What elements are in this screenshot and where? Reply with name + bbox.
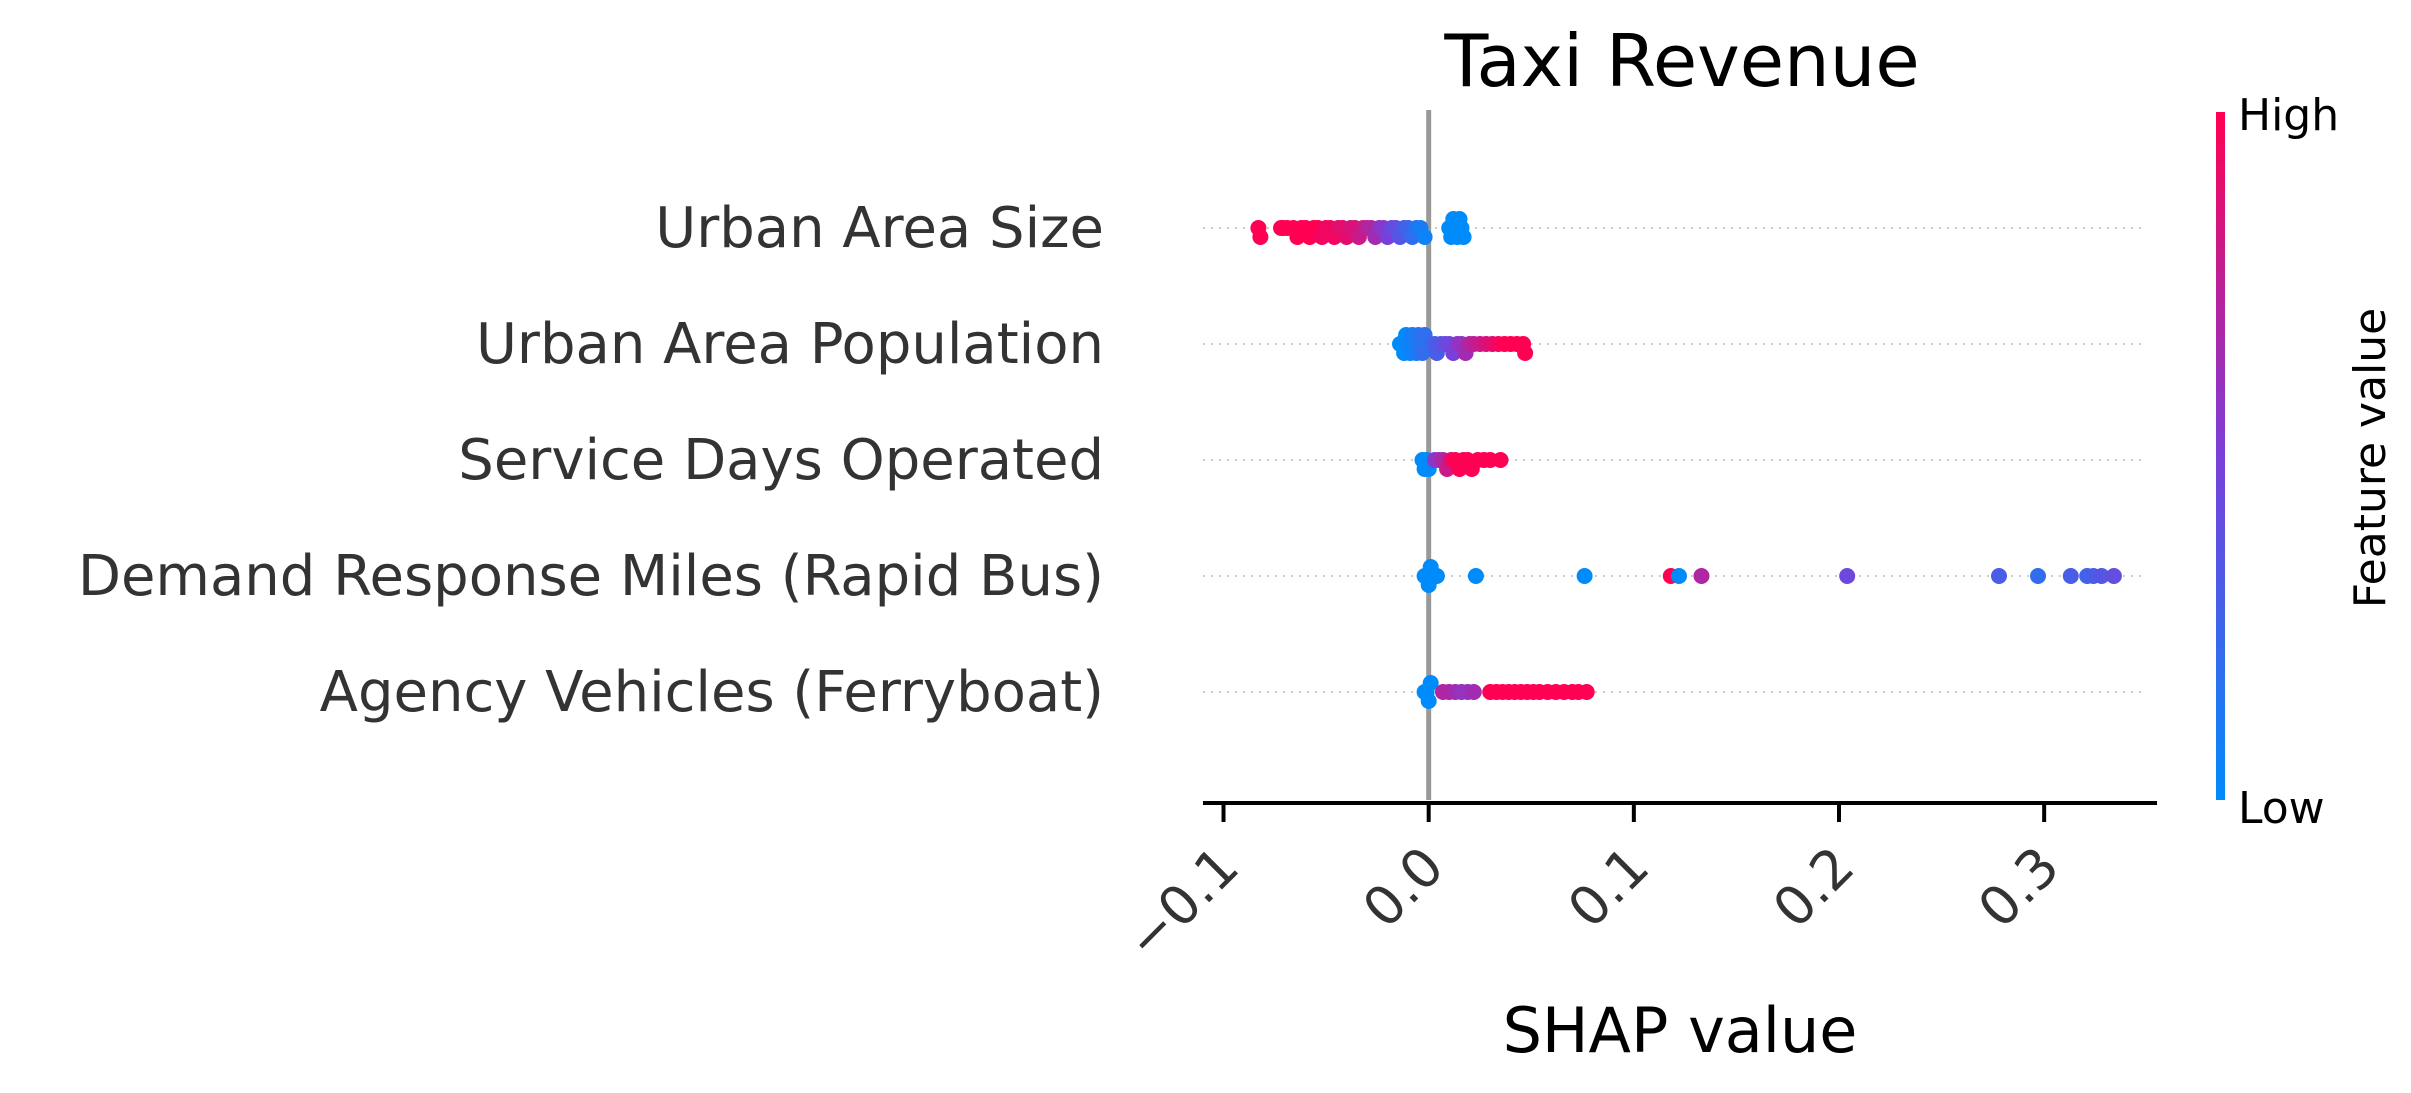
chart-title: Taxi Revenue <box>1443 19 1919 103</box>
shap-point <box>2062 568 2079 584</box>
feature-label: Service Days Operated <box>458 428 1104 493</box>
colorbar-low-label: Low <box>2238 783 2325 834</box>
shap-point <box>1517 345 1534 361</box>
feature-label: Urban Area Population <box>476 312 1104 377</box>
shap-point <box>1416 229 1433 245</box>
shap-point <box>1492 452 1509 468</box>
feature-gridlines <box>1203 227 2147 693</box>
x-tick-label: 0.3 <box>1966 835 2071 940</box>
shap-point <box>1252 229 1269 245</box>
x-axis-label: SHAP value <box>1503 994 1858 1067</box>
shap-point <box>1671 568 1687 584</box>
shap-point <box>2105 568 2122 584</box>
feature-label: Agency Vehicles (Ferryboat) <box>320 660 1104 725</box>
shap-point <box>2093 568 2110 584</box>
shap-point <box>1465 684 1482 700</box>
shap-point <box>1839 568 1856 584</box>
shap-points <box>1250 211 2122 709</box>
shap-point <box>1420 693 1437 709</box>
feature-labels: Urban Area Size Urban Area Population Serv… <box>78 196 1104 725</box>
shap-point <box>1991 568 2007 584</box>
shap-point <box>2030 568 2046 584</box>
feature-label: Demand Response Miles (Rapid Bus) <box>78 544 1104 609</box>
x-axis-ticks: −0.1 0.0 0.1 0.2 0.3 <box>1113 803 2071 972</box>
shap-point <box>1428 568 1445 584</box>
x-tick-label: 0.2 <box>1761 835 1866 940</box>
shap-point <box>1455 229 1472 245</box>
feature-label: Urban Area Size <box>655 196 1104 261</box>
shap-point <box>1693 568 1710 584</box>
colorbar <box>2216 112 2225 800</box>
shap-point <box>1467 568 1484 584</box>
colorbar-high-label: High <box>2238 90 2339 141</box>
shap-point <box>1576 568 1593 584</box>
x-tick-label: 0.0 <box>1351 835 1456 940</box>
colorbar-title: Feature value <box>2345 308 2396 608</box>
shap-point <box>1414 345 1431 361</box>
x-tick-label: −0.1 <box>1113 835 1250 972</box>
x-tick-label: 0.1 <box>1556 835 1661 940</box>
shap-point <box>1578 684 1595 700</box>
shap-point <box>1422 675 1439 691</box>
